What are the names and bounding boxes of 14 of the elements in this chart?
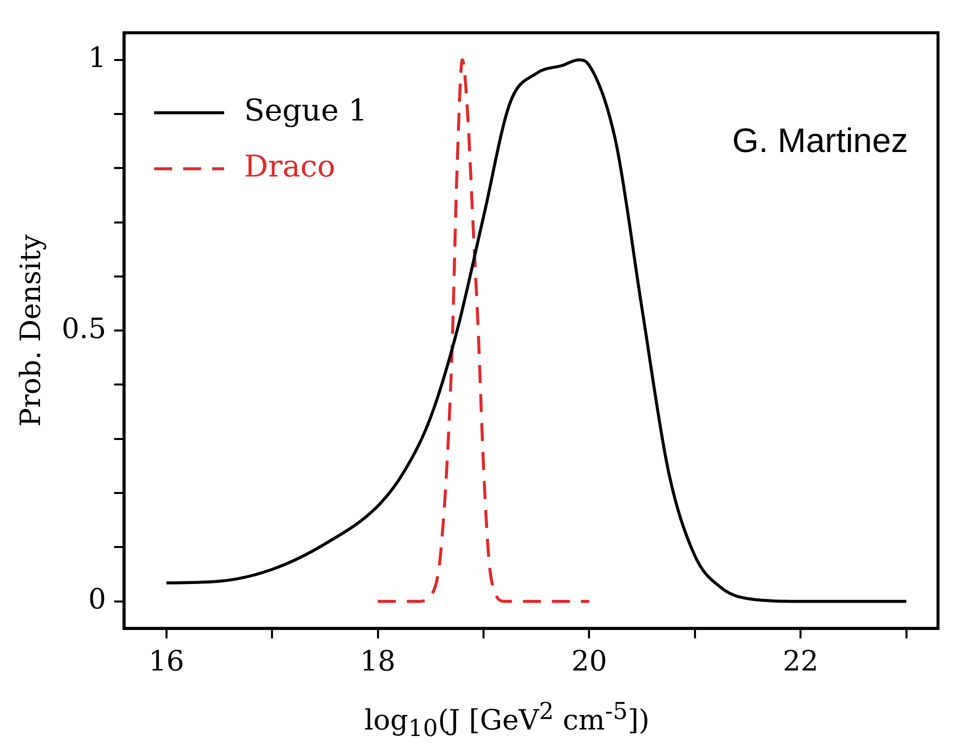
x-tick-label: 20 — [571, 644, 608, 678]
legend-label: Segue 1 — [244, 94, 368, 129]
x-tick-label: 16 — [148, 644, 184, 678]
line-series — [376, 58, 591, 603]
y-axis-title: Prob. Density — [14, 234, 48, 427]
line-series — [164, 58, 908, 603]
x-tick-label: 18 — [360, 644, 396, 678]
y-tick-label: 0.5 — [62, 312, 106, 345]
x-tick-label: 22 — [782, 644, 818, 678]
legend-label: Draco — [244, 150, 336, 185]
y-tick-label: 0 — [88, 582, 106, 616]
y-tick-label: 1 — [88, 41, 106, 74]
annotation: G. Martinez — [732, 122, 908, 160]
x-axis-title: log$_{10}$(J [GeV$^{2}$ cm$^{-5}$]) — [363, 697, 651, 742]
